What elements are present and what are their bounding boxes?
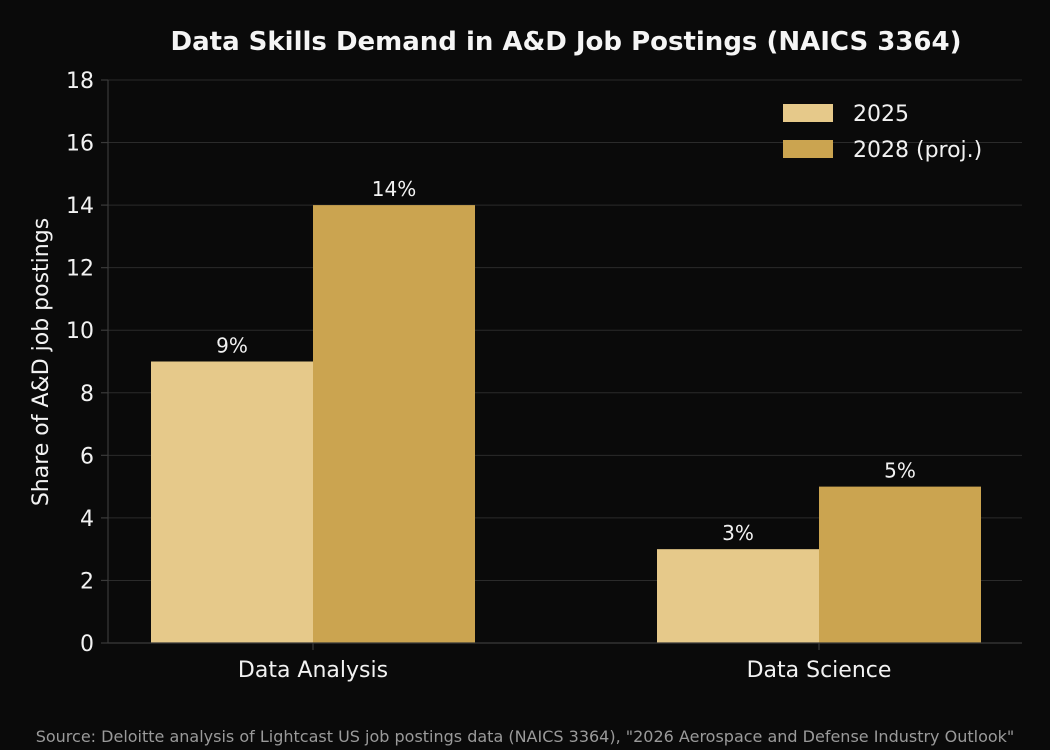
legend: 2025 2028 (proj.) <box>783 102 982 163</box>
y-tick-label: 18 <box>66 69 94 94</box>
bar-data-analysis-2028-proj <box>313 205 475 643</box>
y-tick-label: 16 <box>66 132 94 157</box>
chart-title: Data Skills Demand in A&D Job Postings (… <box>171 27 962 57</box>
bar-value-label: 3% <box>722 521 754 545</box>
source-note: Source: Deloitte analysis of Lightcast U… <box>36 727 1015 746</box>
y-tick-label: 8 <box>80 382 94 407</box>
x-tick-label: Data Analysis <box>238 658 388 683</box>
x-tick-label: Data Science <box>747 658 892 683</box>
y-tick-label: 14 <box>66 194 94 219</box>
bar-data-analysis-2025 <box>151 361 313 643</box>
legend-swatch <box>783 140 833 158</box>
y-tick-label: 0 <box>80 632 94 657</box>
y-tick-label: 12 <box>66 257 94 282</box>
bar-data-science-2028-proj <box>819 486 981 643</box>
bar-data-science-2025 <box>657 549 819 643</box>
legend-swatch <box>783 104 833 122</box>
bars <box>151 205 981 643</box>
bar-value-label: 5% <box>884 459 916 483</box>
legend-label: 2025 <box>853 102 909 127</box>
y-tick-label: 4 <box>80 507 94 532</box>
bar-value-label: 9% <box>216 334 248 358</box>
legend-label: 2028 (proj.) <box>853 138 982 163</box>
y-axis-label: Share of A&D job postings <box>29 218 54 506</box>
axes: 0 2 4 6 8 10 12 14 16 18 Data Analysis Data Science <box>66 69 1022 683</box>
y-tick-label: 6 <box>80 444 94 469</box>
y-tick-label: 2 <box>80 569 94 594</box>
y-tick-label: 10 <box>66 319 94 344</box>
bar-value-label: 14% <box>372 177 416 201</box>
data-labels: 9% 14% 3% 5% <box>216 177 916 545</box>
